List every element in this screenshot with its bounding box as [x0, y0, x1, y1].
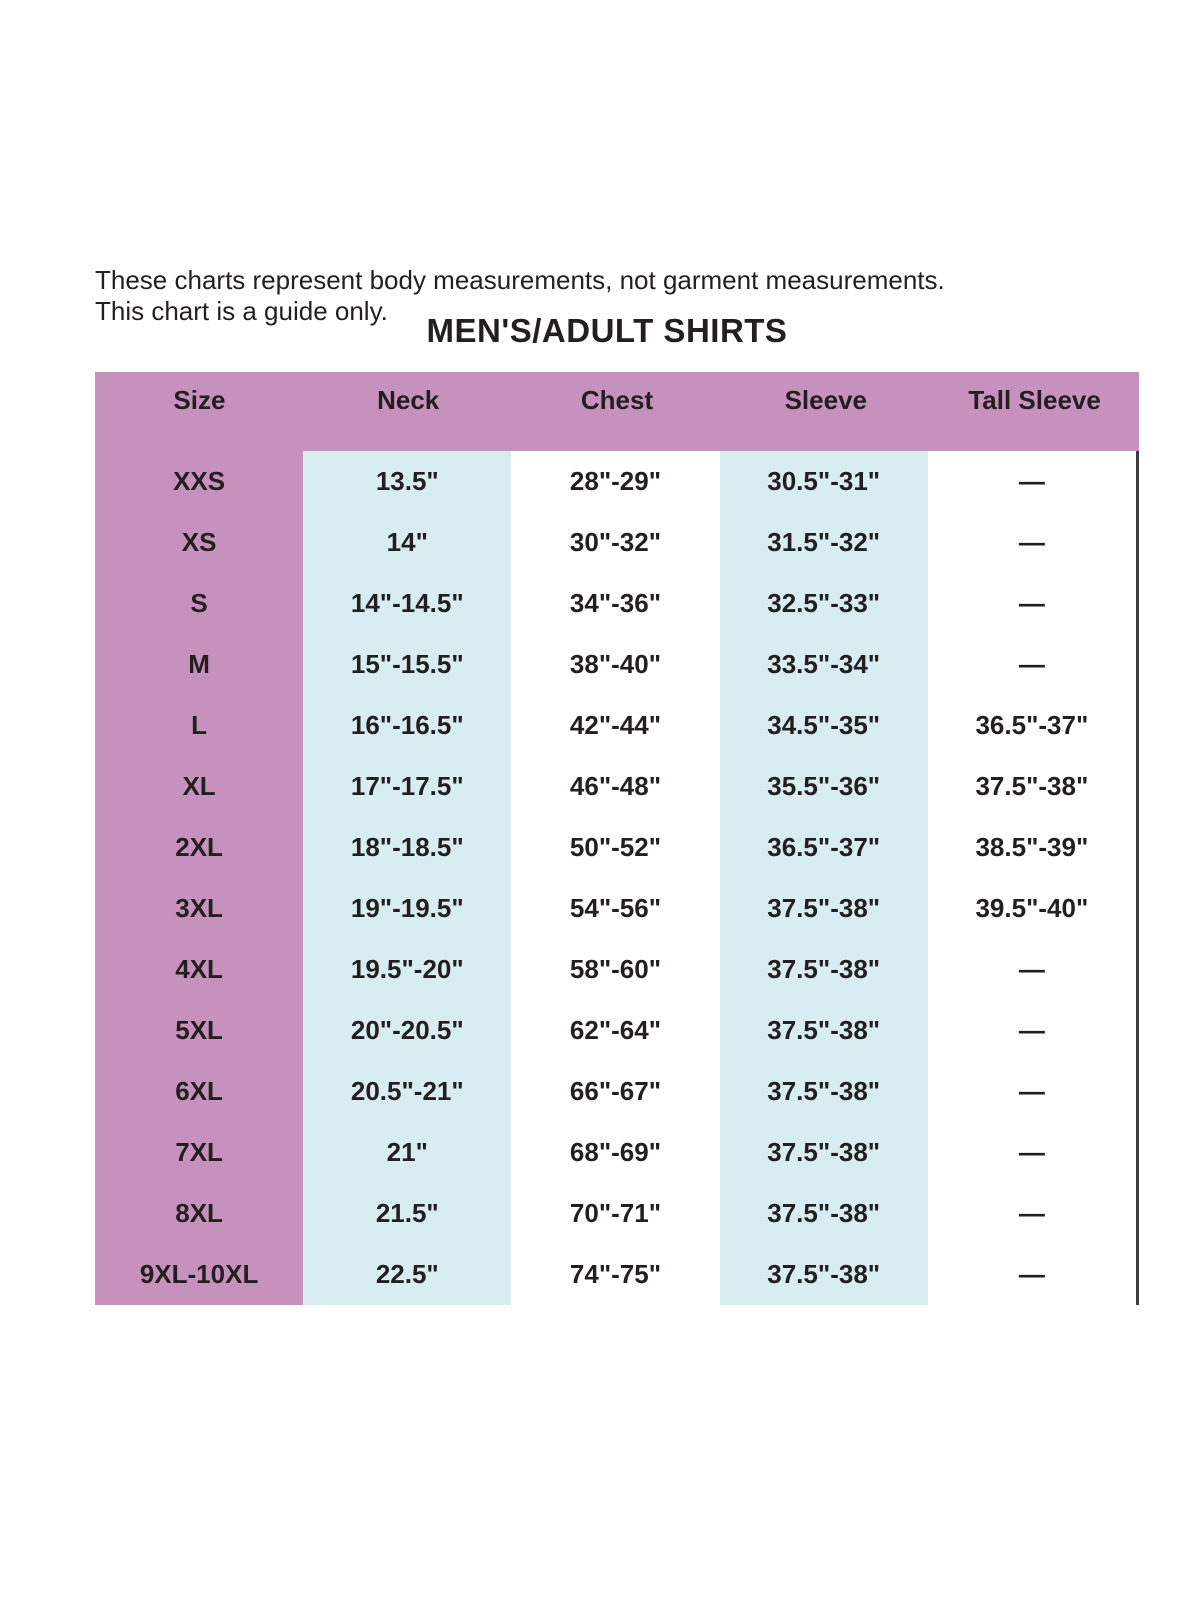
row-label-3xl: 3XL: [95, 878, 304, 939]
table-cell: 19"-19.5": [303, 878, 512, 939]
table-cell: 37.5"-38": [719, 1000, 928, 1061]
table-cell: 46"-48": [511, 756, 720, 817]
table-cell: 34"-36": [511, 573, 720, 634]
table-cell: 21.5": [303, 1183, 512, 1244]
table-cell: 66"-67": [511, 1061, 720, 1122]
table-cell: —: [927, 451, 1136, 512]
column-header-size: Size: [173, 385, 226, 415]
table-cell: 22.5": [303, 1244, 512, 1305]
table-cell: 19.5"-20": [303, 939, 512, 1000]
row-label-5xl: 5XL: [95, 1000, 304, 1061]
table-cell: 68"-69": [511, 1122, 720, 1183]
table-cell: 18"-18.5": [303, 817, 512, 878]
row-label-s: S: [95, 573, 304, 634]
table-cell: —: [927, 939, 1136, 1000]
table-cell: —: [927, 1244, 1136, 1305]
table-cell: 21": [303, 1122, 512, 1183]
table-cell: 42"-44": [511, 695, 720, 756]
chart-title: MEN'S/ADULT SHIRTS: [426, 312, 788, 349]
note-line-1: These charts represent body measurements…: [95, 265, 945, 295]
table-cell: 20"-20.5": [303, 1000, 512, 1061]
table-cell: —: [927, 573, 1136, 634]
table-cell: 37.5"-38": [719, 939, 928, 1000]
row-label-xs: XS: [95, 512, 304, 573]
table-cell: 38.5"-39": [927, 817, 1136, 878]
table-cell: 50"-52": [511, 817, 720, 878]
column-header-sleeve: Sleeve: [784, 385, 867, 415]
table-cell: 28"-29": [511, 451, 720, 512]
table-cell: 37.5"-38": [719, 1122, 928, 1183]
measurement-note: These charts represent body measurements…: [95, 265, 945, 327]
size-chart-table: Size Neck Chest Sleeve Tall Sleeve XXS 13.5" 2…: [95, 372, 1139, 1305]
table-cell: 31.5"-32": [719, 512, 928, 573]
table-cell: 36.5"-37": [719, 817, 928, 878]
table-cell: 37.5"-38": [719, 878, 928, 939]
table-cell: 37.5"-38": [927, 756, 1136, 817]
table-cell: 33.5"-34": [719, 634, 928, 695]
table-cell: —: [927, 1183, 1136, 1244]
table-cell: —: [927, 512, 1136, 573]
table-cell: 37.5"-38": [719, 1061, 928, 1122]
table-cell: —: [927, 1122, 1136, 1183]
row-label-m: M: [95, 634, 304, 695]
table-header-row: Size Neck Chest Sleeve Tall Sleeve: [95, 372, 1139, 451]
table-cell: 17"-17.5": [303, 756, 512, 817]
table-cell: 13.5": [303, 451, 512, 512]
table-cell: 36.5"-37": [927, 695, 1136, 756]
row-label-xxs: XXS: [95, 451, 304, 512]
table-cell: 32.5"-33": [719, 573, 928, 634]
table-cell: 20.5"-21": [303, 1061, 512, 1122]
table-cell: 74"-75": [511, 1244, 720, 1305]
table-cell: 62"-64": [511, 1000, 720, 1061]
note-line-2: This chart is a guide only.: [95, 296, 388, 326]
table-cell: 38"-40": [511, 634, 720, 695]
row-label-9xl-10xl: 9XL-10XL: [95, 1244, 304, 1305]
row-label-2xl: 2XL: [95, 817, 304, 878]
row-label-7xl: 7XL: [95, 1122, 304, 1183]
table-cell: 39.5"-40": [927, 878, 1136, 939]
table-cell: 16"-16.5": [303, 695, 512, 756]
table-cell: 37.5"-38": [719, 1244, 928, 1305]
table-cell: 37.5"-38": [719, 1183, 928, 1244]
table-cell: 30.5"-31": [719, 451, 928, 512]
table-cell: 35.5"-36": [719, 756, 928, 817]
table-cell: —: [927, 634, 1136, 695]
table-body: XXS 13.5" 28"-29" 30.5"-31" — XS 14" 30"-32" 31.…: [95, 451, 1139, 1305]
table-cell: —: [927, 1000, 1136, 1061]
table-cell: 58"-60": [511, 939, 720, 1000]
row-label-xl: XL: [95, 756, 304, 817]
table-cell: 14"-14.5": [303, 573, 512, 634]
column-header-tall-sleeve: Tall Sleeve: [968, 385, 1101, 415]
table-cell: 15"-15.5": [303, 634, 512, 695]
table-cell: 54"-56": [511, 878, 720, 939]
table-cell: 14": [303, 512, 512, 573]
column-header-chest: Chest: [580, 385, 654, 415]
table-cell: 34.5"-35": [719, 695, 928, 756]
row-label-l: L: [95, 695, 304, 756]
column-header-neck: Neck: [377, 385, 440, 415]
row-label-6xl: 6XL: [95, 1061, 304, 1122]
row-label-8xl: 8XL: [95, 1183, 304, 1244]
table-cell: 70"-71": [511, 1183, 720, 1244]
table-cell: 30"-32": [511, 512, 720, 573]
table-cell: —: [927, 1061, 1136, 1122]
row-label-4xl: 4XL: [95, 939, 304, 1000]
